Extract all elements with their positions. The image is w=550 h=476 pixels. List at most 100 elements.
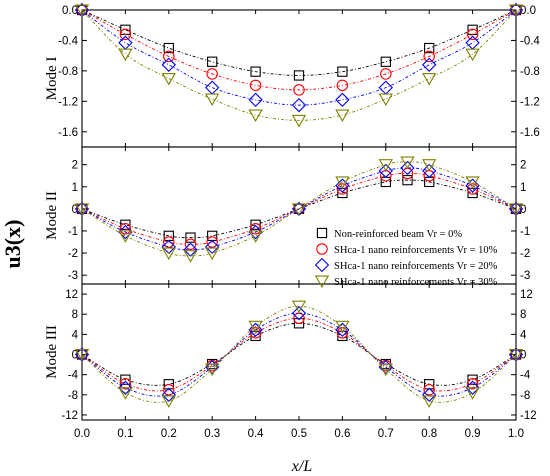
data-point — [118, 387, 133, 400]
data-point — [335, 320, 350, 334]
data-point — [74, 4, 90, 17]
data-point — [120, 374, 131, 385]
y-tick-label-left: -1.6 — [58, 127, 78, 139]
panel-3: 12 12 8 8 4 4 0 0 -4 -4 -8 -8 -12 -12 Mode III — [44, 283, 537, 422]
series-2 — [74, 160, 524, 257]
data-point — [378, 159, 393, 172]
x-tick-label: 0.5 — [291, 428, 307, 440]
legend-marker — [314, 257, 330, 273]
data-point — [74, 349, 90, 362]
data-point — [207, 230, 218, 241]
data-point — [378, 93, 393, 107]
legend-marker — [316, 243, 328, 255]
legend-label: SHca-1 nano reinforcements Vr = 10% — [334, 245, 498, 256]
data-point — [161, 72, 176, 86]
y-tick-label-right: 2 — [520, 160, 526, 172]
legend-item: SHca-1 nano reinforcements Vr = 10% — [316, 243, 498, 256]
panel-label: Mode I — [44, 57, 60, 101]
y-tick-label-right: -2 — [520, 248, 530, 260]
y-tick-label-right: -12 — [520, 410, 537, 422]
x-tick-label: 0.9 — [465, 428, 481, 440]
legend: Non-reinforced beam Vr = 0% SHca-1 nano r… — [314, 227, 498, 288]
data-point — [293, 84, 305, 96]
y-tick-label-left: 0.0 — [62, 5, 78, 17]
x-tick-label: 0.3 — [204, 428, 220, 440]
series-line — [81, 312, 517, 397]
y-tick-label-right: -1 — [520, 226, 530, 238]
data-point — [163, 236, 175, 248]
data-point — [184, 238, 197, 250]
series-line — [81, 322, 517, 386]
panel-2: 2 2 1 1 0 0 -1 -1 -2 -2 -3 -3 Mode II — [44, 146, 530, 285]
data-point — [161, 247, 176, 261]
data-point — [205, 359, 220, 375]
y-tick-label-right: -1.2 — [520, 96, 540, 108]
data-point — [465, 387, 480, 400]
data-point — [118, 380, 133, 395]
data-point — [293, 318, 305, 329]
data-point — [335, 178, 350, 193]
data-point — [423, 384, 435, 396]
data-point — [118, 224, 133, 240]
data-point — [291, 203, 307, 216]
data-point — [422, 387, 437, 402]
series-line — [81, 9, 517, 76]
x-tick-label: 0.8 — [421, 428, 437, 440]
data-point — [293, 70, 305, 81]
data-point — [120, 219, 131, 230]
y-axis-label: u3(x) — [0, 220, 25, 269]
data-point — [400, 156, 415, 170]
series-line — [81, 317, 517, 392]
data-point — [508, 203, 524, 216]
data-point — [248, 109, 263, 123]
y-tick-label-left: -0.8 — [58, 66, 78, 78]
data-point — [422, 163, 437, 179]
y-tick-label-right: 1 — [520, 182, 526, 194]
legend-label: SHca-1 nano reinforcements Vr = 30% — [334, 277, 498, 288]
data-point — [465, 380, 480, 395]
data-point — [422, 395, 437, 408]
data-point — [249, 223, 262, 235]
data-point — [205, 247, 220, 261]
x-tick-label: 0.2 — [161, 428, 177, 440]
data-point — [400, 160, 415, 176]
data-point — [118, 230, 133, 243]
data-point — [161, 387, 176, 402]
y-tick-label-right: -0.8 — [520, 66, 540, 78]
data-point — [380, 68, 392, 80]
data-point — [249, 79, 262, 92]
data-point — [118, 35, 133, 50]
data-point — [291, 306, 307, 321]
legend-marker — [316, 227, 328, 239]
data-point — [422, 57, 437, 72]
y-tick-label-left: -4 — [68, 370, 79, 382]
data-point — [335, 322, 350, 338]
y-tick-label-right: -4 — [520, 370, 531, 382]
series-1 — [76, 312, 522, 396]
y-tick-label-left: 2 — [72, 160, 78, 172]
legend-item: SHca-1 nano reinforcements Vr = 30% — [314, 275, 498, 288]
data-point — [183, 242, 198, 257]
data-point — [163, 50, 175, 63]
legend-item: Non-reinforced beam Vr = 0% — [316, 227, 462, 240]
y-tick-label-left: 12 — [65, 289, 78, 301]
data-point — [161, 395, 176, 408]
y-tick-label-left: 0 — [72, 204, 78, 216]
x-tick-label: 0.4 — [248, 428, 265, 440]
y-tick-label-right: -3 — [520, 270, 530, 282]
data-point — [380, 56, 391, 67]
data-point — [466, 183, 479, 195]
data-point — [465, 178, 480, 193]
series-1 — [76, 167, 522, 250]
legend-marker — [314, 275, 330, 288]
data-point — [291, 97, 307, 113]
data-point — [378, 363, 393, 377]
y-tick-label-right: 8 — [520, 309, 526, 321]
data-point — [465, 35, 480, 50]
legend-label: Non-reinforced beam Vr = 0% — [334, 229, 462, 240]
data-point — [423, 50, 435, 63]
data-point — [336, 183, 349, 195]
y-tick-label-right: 12 — [520, 289, 533, 301]
panel-label: Mode II — [44, 191, 60, 240]
data-point — [250, 66, 261, 77]
